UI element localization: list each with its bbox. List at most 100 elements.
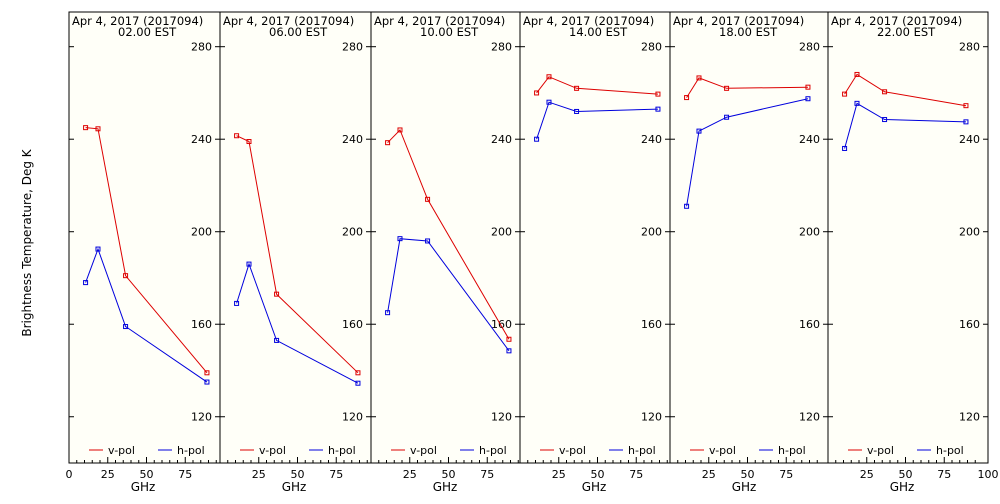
data-point (355, 370, 361, 376)
panel-subtitle: 22.00 EST (877, 25, 936, 39)
data-point (574, 108, 580, 114)
x-tick-label: 75 (480, 468, 494, 481)
data-point (696, 128, 702, 134)
plot-frame (519, 11, 671, 464)
y-tick-label: 160 (959, 318, 980, 331)
data-point (724, 114, 730, 120)
y-tick-label: 120 (959, 411, 980, 424)
data-point (574, 85, 580, 91)
x-tick-label: 0 (66, 468, 73, 481)
y-tick-label: 280 (641, 41, 662, 54)
data-point (546, 74, 552, 80)
x-tick-label: 75 (779, 468, 793, 481)
data-point (684, 95, 690, 101)
legend-label: h-pol (778, 444, 806, 457)
legend-label: h-pol (628, 444, 656, 457)
data-point (684, 203, 690, 209)
series-line-h-pol (844, 102, 967, 149)
data-point (696, 75, 702, 81)
x-axis-label: GHz (433, 480, 458, 494)
data-point (83, 125, 89, 131)
x-tick-label: 25 (252, 468, 266, 481)
legend-label: v-pol (259, 444, 286, 457)
panel-title: Apr 4, 2017 (2017094) (523, 14, 654, 28)
data-point (385, 140, 391, 146)
plot-frame (827, 11, 989, 464)
data-point (805, 96, 811, 102)
data-point (534, 90, 540, 96)
data-point (546, 99, 552, 105)
panel-title: Apr 4, 2017 (2017094) (673, 14, 804, 28)
data-point (246, 139, 252, 145)
data-point (95, 246, 101, 252)
plot-frame (370, 11, 521, 464)
y-tick-label: 120 (799, 411, 820, 424)
data-point (274, 337, 280, 343)
legend-label: v-pol (867, 444, 894, 457)
legend-label: v-pol (108, 444, 135, 457)
legend-label: h-pol (328, 444, 356, 457)
legend-label: v-pol (410, 444, 437, 457)
x-tick-label: 50 (442, 468, 456, 481)
panel-6: Apr 4, 2017 (2017094)22.00 EST 120 160 200 2… (827, 11, 999, 494)
chart-panels: Apr 4, 2017 (2017094)02.00 EST1201602002… (66, 11, 999, 494)
data-point (204, 379, 210, 385)
legend-label: v-pol (559, 444, 586, 457)
series-line-v-pol (387, 129, 510, 340)
y-tick-label: 240 (799, 133, 820, 146)
series-line-v-pol (844, 73, 967, 107)
data-point (95, 126, 101, 132)
x-tick-label: 50 (291, 468, 305, 481)
y-tick-label: 200 (342, 226, 363, 239)
panel-subtitle: 18.00 EST (719, 25, 778, 39)
data-point (963, 103, 969, 109)
y-tick-label: 160 (191, 318, 212, 331)
data-point (506, 336, 512, 342)
data-point (854, 71, 860, 77)
data-point (854, 100, 860, 106)
x-tick-label: 25 (552, 468, 566, 481)
y-tick-label: 200 (799, 226, 820, 239)
panel-subtitle: 10.00 EST (420, 25, 479, 39)
plot-frame (219, 11, 372, 464)
series-line-v-pol (236, 135, 359, 374)
data-point (534, 136, 540, 142)
x-tick-label: 25 (101, 468, 115, 481)
x-tick-label: 50 (591, 468, 605, 481)
y-tick-label: 200 (959, 226, 980, 239)
panel-title: Apr 4, 2017 (2017094) (72, 14, 203, 28)
y-tick-label: 120 (641, 411, 662, 424)
x-tick-label: 25 (702, 468, 716, 481)
x-tick-label: 50 (899, 468, 913, 481)
data-point (882, 117, 888, 123)
y-tick-label: 160 (342, 318, 363, 331)
data-point (234, 133, 240, 139)
y-tick-label: 280 (342, 41, 363, 54)
y-tick-label: 280 (799, 41, 820, 54)
x-tick-label: 50 (741, 468, 755, 481)
panel-1: Apr 4, 2017 (2017094)02.00 EST 120 160 200 2… (66, 11, 221, 494)
data-point (805, 84, 811, 90)
y-tick-label: 200 (191, 226, 212, 239)
y-tick-label: 160 (799, 318, 820, 331)
data-point (963, 119, 969, 125)
y-tick-label: 200 (641, 226, 662, 239)
legend-label: h-pol (177, 444, 205, 457)
data-point (246, 261, 252, 267)
y-tick-label: 240 (342, 133, 363, 146)
x-tick-label: 75 (937, 468, 951, 481)
y-tick-label: 120 (491, 411, 512, 424)
data-point (204, 370, 210, 376)
series-line-h-pol (536, 101, 659, 140)
data-point (425, 196, 431, 202)
y-tick-label: 240 (959, 133, 980, 146)
data-point (397, 127, 403, 133)
panel-5: Apr 4, 2017 (2017094)18.00 EST 120 160 200 2… (669, 11, 829, 494)
data-point (655, 91, 661, 97)
x-tick-label: 75 (629, 468, 643, 481)
panel-2: Apr 4, 2017 (2017094)06.00 EST 120 160 200 2… (219, 11, 372, 494)
data-point (506, 348, 512, 354)
x-axis-label: GHz (890, 480, 915, 494)
x-tick-label: 75 (178, 468, 192, 481)
